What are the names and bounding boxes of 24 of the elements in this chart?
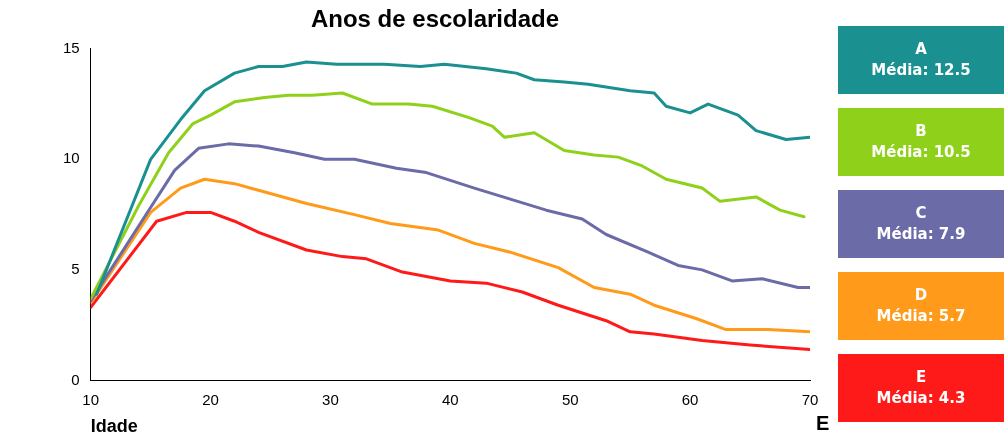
text: B (914, 121, 928, 142)
chart-title: Anos de escolaridade (310, 5, 560, 33)
x-tick-label: 50 (561, 390, 579, 408)
y-tick-label: 10 (63, 149, 80, 167)
x-axis-title: Idade (90, 416, 138, 437)
y-tick-label: 0 (71, 370, 80, 388)
x-tick-label: 10 (82, 390, 100, 408)
text: C (914, 203, 928, 224)
y-tick-label: 15 (63, 38, 80, 56)
x-tick-label: 70 (801, 390, 819, 408)
text: Média: 4.3 (875, 388, 967, 409)
text: D (913, 285, 929, 306)
text: A (914, 39, 928, 60)
text: E (816, 412, 830, 435)
x-tick-label: 40 (442, 390, 459, 408)
text: E (914, 367, 928, 388)
text: Média: 12.5 (870, 60, 972, 81)
x-tick-label: 60 (681, 390, 699, 408)
text: Média: 5.7 (875, 306, 967, 327)
x-tick-label: 30 (322, 390, 339, 408)
text: Média: 10.5 (870, 142, 972, 163)
text: Média: 7.9 (875, 224, 967, 245)
x-tick-label: 20 (202, 390, 219, 408)
y-tick-label: 5 (71, 260, 80, 278)
